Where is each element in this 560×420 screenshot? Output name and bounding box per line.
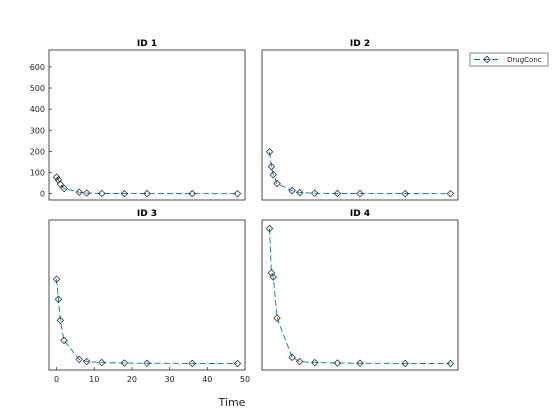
data-point xyxy=(60,184,68,193)
y-tick-label: 100 xyxy=(30,169,45,178)
data-point xyxy=(75,188,83,196)
y-tick-label: 200 xyxy=(30,147,45,156)
data-point xyxy=(188,359,196,368)
data-point xyxy=(233,189,242,198)
data-point xyxy=(120,359,129,367)
data-point xyxy=(333,359,342,367)
y-tick-label: 600 xyxy=(30,63,45,72)
x-tick-label: 30 xyxy=(165,375,175,384)
data-point xyxy=(52,173,61,181)
data-point xyxy=(56,316,65,325)
x-tick-label: 50 xyxy=(240,375,250,384)
data-point xyxy=(98,358,106,367)
legend: DrugConc xyxy=(469,52,549,67)
data-point xyxy=(120,189,129,198)
legend-marker xyxy=(483,55,491,64)
data-point xyxy=(356,359,364,367)
panel-title: ID 3 xyxy=(137,209,157,219)
data-point xyxy=(269,170,278,179)
data-point xyxy=(401,359,409,368)
panel-title: ID 1 xyxy=(137,39,157,49)
data-point xyxy=(98,189,106,198)
data-point xyxy=(56,180,65,188)
data-point xyxy=(446,189,455,198)
data-point xyxy=(82,189,91,197)
data-point xyxy=(446,359,455,368)
data-point xyxy=(333,189,342,198)
panel-title: ID 2 xyxy=(350,39,370,49)
data-point xyxy=(265,224,274,233)
data-point xyxy=(288,353,296,362)
series-line xyxy=(56,176,238,195)
data-point xyxy=(295,188,304,197)
y-tick-label: 400 xyxy=(30,105,45,114)
series-line xyxy=(269,228,451,365)
x-tick-label: 20 xyxy=(127,375,137,384)
panel-3: ID 3 0 10 20 30 40 50 xyxy=(48,209,250,384)
data-point xyxy=(75,355,83,364)
panel-title: ID 4 xyxy=(350,209,370,219)
x-axis-label: Time xyxy=(218,396,246,409)
legend-label: DrugConc xyxy=(507,56,542,64)
data-point xyxy=(288,187,296,195)
data-point xyxy=(52,275,61,283)
data-point xyxy=(273,314,281,322)
panels: ID 1 0 100 200 300 400 500 600 ID 2 ID 3 0 10 20 30 40… xyxy=(30,39,459,384)
data-point xyxy=(82,357,91,366)
data-point xyxy=(265,148,274,156)
data-point xyxy=(273,179,281,188)
panel-frame xyxy=(48,49,246,201)
panel-frame xyxy=(48,219,246,371)
data-point xyxy=(54,295,63,303)
data-point xyxy=(269,273,278,281)
legend-box xyxy=(469,52,549,67)
panel-4: ID 4 xyxy=(261,209,459,371)
data-point xyxy=(311,189,319,197)
data-point xyxy=(311,358,319,367)
panel-1: ID 1 0 100 200 300 400 500 600 xyxy=(30,39,246,201)
panel-frame xyxy=(261,49,459,201)
data-point xyxy=(295,357,304,366)
data-point xyxy=(233,359,242,368)
data-point xyxy=(143,189,151,198)
x-tick-label: 10 xyxy=(89,375,99,384)
y-tick-label: 300 xyxy=(30,126,45,135)
y-tick-label: 0 xyxy=(40,190,45,199)
panel-frame xyxy=(261,219,459,371)
data-point xyxy=(267,162,276,171)
x-tick-label: 0 xyxy=(54,375,59,384)
data-point xyxy=(188,189,196,198)
data-point xyxy=(143,359,151,367)
data-point xyxy=(356,189,364,198)
x-tick-label: 40 xyxy=(202,375,212,384)
data-point xyxy=(60,336,68,345)
data-point xyxy=(401,189,409,198)
panel-2: ID 2 xyxy=(261,39,459,201)
series-line xyxy=(56,279,238,365)
y-tick-label: 500 xyxy=(30,84,45,93)
